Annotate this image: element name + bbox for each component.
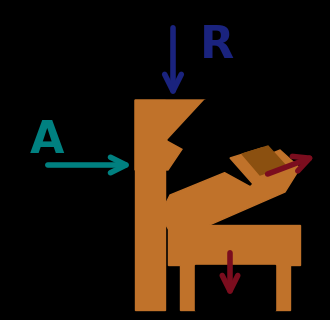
Polygon shape: [168, 100, 270, 185]
Polygon shape: [242, 146, 286, 175]
Polygon shape: [230, 148, 285, 184]
Text: R: R: [200, 23, 234, 67]
Polygon shape: [195, 265, 275, 310]
Bar: [135, 100, 165, 310]
Polygon shape: [135, 100, 205, 170]
Polygon shape: [160, 150, 300, 240]
Polygon shape: [168, 225, 300, 310]
Text: A: A: [30, 118, 64, 162]
